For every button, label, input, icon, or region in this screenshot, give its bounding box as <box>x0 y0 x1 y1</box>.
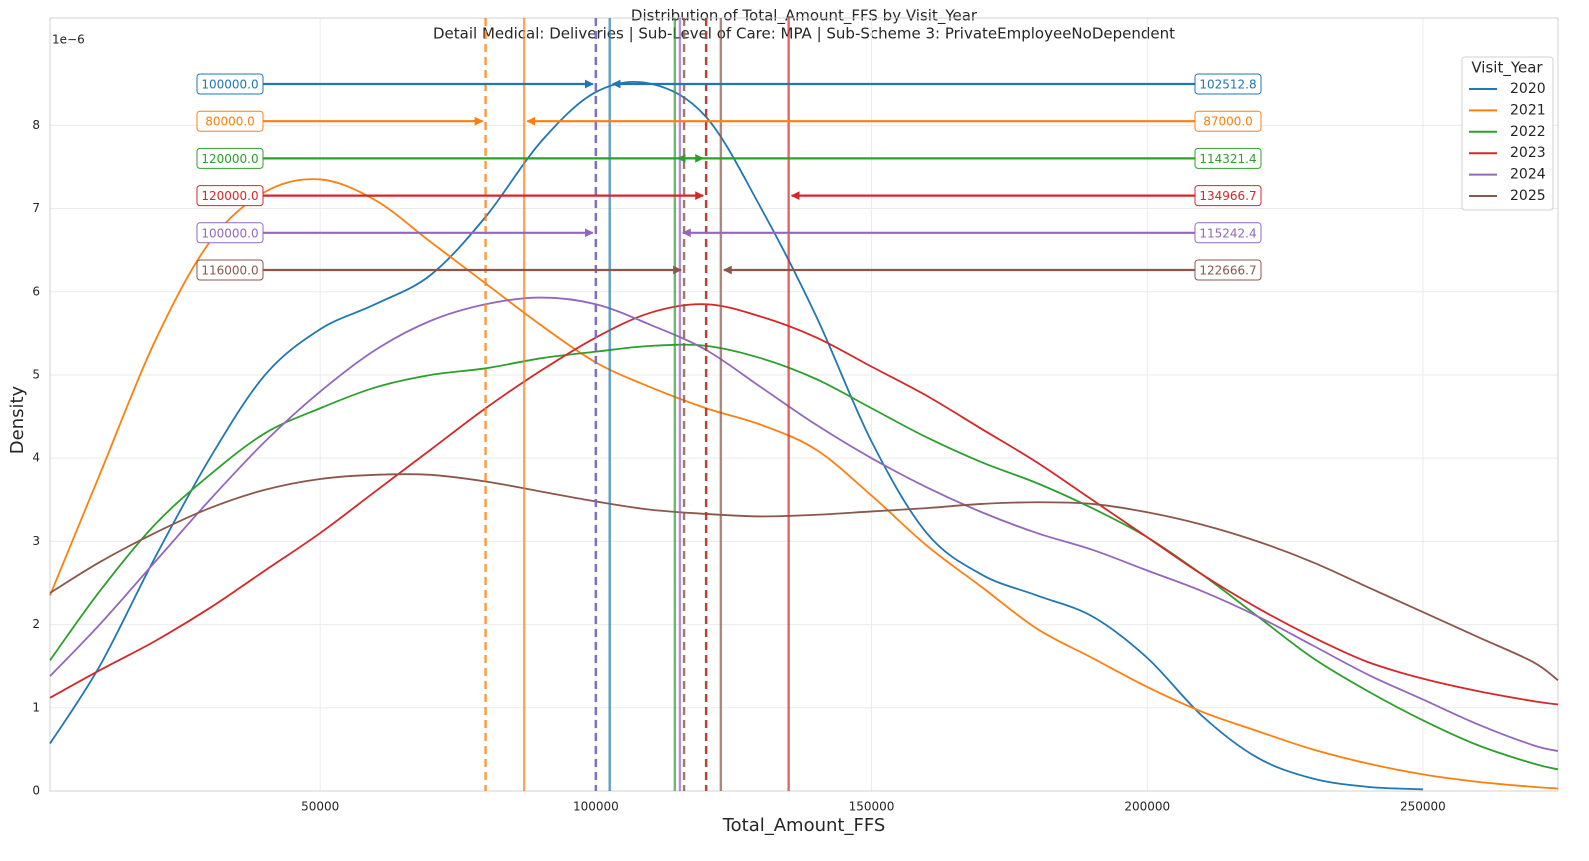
y-tick-label: 7 <box>32 201 40 215</box>
legend-box <box>1461 56 1554 211</box>
annotation-box <box>1194 259 1262 281</box>
y-tick-label: 2 <box>32 617 40 631</box>
legend-label: 2021 <box>1510 102 1546 118</box>
annotation-label: 80000.0 <box>205 115 255 129</box>
annotation-box <box>196 222 264 244</box>
density-curve <box>49 343 1559 771</box>
x-tick-label: 150000 <box>849 800 895 814</box>
annotation-box <box>196 185 264 207</box>
annotation-box <box>196 110 264 132</box>
density-curve <box>49 296 1559 752</box>
y-tick-label: 8 <box>32 118 40 132</box>
y-offset-label: 1e−6 <box>52 33 85 47</box>
annotation-box <box>1194 185 1262 207</box>
annotation-label: 87000.0 <box>1203 115 1253 129</box>
annotation-box <box>196 73 264 95</box>
annotation-label: 100000.0 <box>201 78 258 92</box>
density-curve <box>49 473 1559 682</box>
annotation-box <box>196 259 264 281</box>
density-curve <box>49 81 1423 791</box>
annotation-box <box>1194 73 1262 95</box>
annotation-box <box>1194 110 1262 132</box>
annotation-label: 122666.7 <box>1199 264 1256 278</box>
annotation-box <box>1194 222 1262 244</box>
annotation-label: 102512.8 <box>1199 78 1256 92</box>
annotation-label: 120000.0 <box>201 152 258 166</box>
annotation-label: 114321.4 <box>1199 152 1256 166</box>
y-tick-label: 6 <box>32 284 40 298</box>
y-axis-label: Density <box>7 385 28 454</box>
x-axis-label: Total_Amount_FFS <box>722 815 886 836</box>
annotation-box <box>196 147 264 169</box>
y-tick-label: 1 <box>32 700 40 714</box>
x-tick-label: 250000 <box>1400 800 1446 814</box>
y-tick-label: 0 <box>32 784 40 798</box>
legend-label: 2024 <box>1510 167 1546 183</box>
legend-label: 2022 <box>1510 124 1546 140</box>
density-curve <box>49 303 1559 706</box>
chart-subtitle: Detail Medical: Deliveries | Sub-Level o… <box>433 25 1175 43</box>
chart-title: Distribution of Total_Amount_FFS by Visi… <box>631 7 978 26</box>
annotation-label: 120000.0 <box>201 189 258 203</box>
annotation-label: 134966.7 <box>1199 189 1256 203</box>
y-tick-label: 3 <box>32 534 40 548</box>
annotation-box <box>1194 147 1262 169</box>
annotation-label: 115242.4 <box>1199 226 1256 240</box>
y-tick-label: 5 <box>32 367 40 381</box>
x-tick-label: 100000 <box>573 800 619 814</box>
y-tick-label: 4 <box>32 451 40 465</box>
legend-label: 2025 <box>1510 188 1546 204</box>
plot-frame <box>49 17 1559 792</box>
x-tick-label: 50000 <box>301 800 339 814</box>
annotation-label: 116000.0 <box>201 264 258 278</box>
x-tick-label: 200000 <box>1124 800 1170 814</box>
legend-label: 2023 <box>1510 145 1546 161</box>
legend-title: Visit_Year <box>1471 59 1543 78</box>
legend-label: 2020 <box>1510 81 1546 97</box>
annotation-label: 100000.0 <box>201 226 258 240</box>
